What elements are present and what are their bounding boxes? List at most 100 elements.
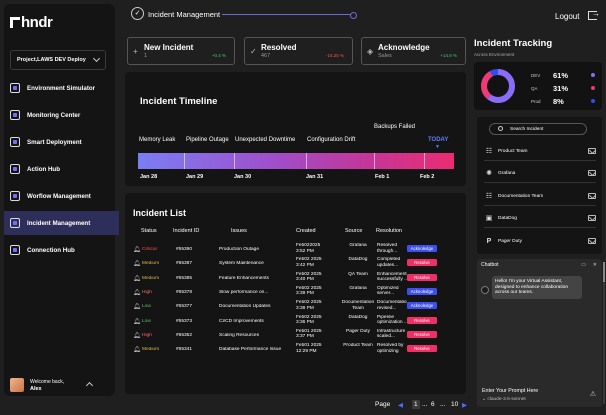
- timeline-date: Feb 2: [420, 174, 435, 180]
- sidebar-item-connection-hub[interactable]: Connection Hub: [4, 238, 119, 262]
- sidebar-item-environment-simulator[interactable]: Environment Simulator: [4, 76, 119, 100]
- priority-label: Low: [142, 304, 151, 310]
- minimize-icon[interactable]: ▭: [581, 262, 586, 268]
- datadog-icon: ▣: [485, 215, 493, 222]
- model-selector[interactable]: ⌄ claude-3.5-sonnet: [482, 397, 526, 402]
- incident-issue: Database Performance Issue: [219, 347, 282, 353]
- table-row[interactable]: 🔔︎ High #55378 Slow performance on... Feb02 …: [125, 286, 465, 300]
- legend-dot: [591, 73, 595, 77]
- column-header-source[interactable]: Source: [345, 228, 363, 234]
- send-icon[interactable]: ⚠: [589, 391, 596, 398]
- table-row[interactable]: 🔔︎ Critical #55390 Production Outage Feb0220…: [125, 243, 465, 257]
- team-item-pager-duty[interactable]: P Pager Duty: [484, 233, 596, 251]
- incident-source: Pager Duty: [346, 328, 370, 334]
- grafana-icon: ✺: [486, 170, 492, 177]
- stat-card-acknowledge[interactable]: ◈ Acknowledge Sales +14.8 %: [361, 37, 466, 65]
- column-header-created[interactable]: Created: [296, 228, 316, 234]
- logout-button[interactable]: Logout: [555, 12, 580, 21]
- check-icon: ✓: [250, 47, 257, 56]
- incident-id: #55352: [176, 332, 193, 338]
- resolve-button[interactable]: Resolve: [407, 345, 437, 353]
- timeline-tick: [306, 153, 307, 169]
- team-name: Documentation Team: [498, 194, 544, 199]
- stat-card-new-incident[interactable]: + New Incident 1 +0.4 %: [127, 37, 235, 65]
- incident-issue: CI/CD Improvements: [219, 318, 264, 324]
- acknowledge-button[interactable]: Acknoledge: [407, 302, 437, 310]
- sidebar-item-label: Incident Management: [27, 219, 91, 227]
- team-item-product-team[interactable]: ☷ Product Team: [484, 143, 596, 161]
- stat-card-resolved[interactable]: ✓ Resolved 467 -15.25 %: [244, 37, 353, 65]
- user-profile[interactable]: Welcome back, Alex: [10, 374, 102, 396]
- timeline-event: Configuration Drift: [307, 137, 356, 143]
- team-item-grafana[interactable]: ✺ Grafana: [484, 165, 596, 183]
- incident-source: Documentation Team: [341, 300, 375, 311]
- table-row[interactable]: 🔔︎ Medium #55385 Feature Enhancements Feb02 …: [125, 272, 465, 286]
- app-logo[interactable]: hndr: [10, 14, 53, 31]
- connection-icon: [10, 245, 20, 255]
- page-button[interactable]: 1: [414, 401, 418, 408]
- incident-resolution: Completed updates...: [377, 257, 401, 268]
- mail-icon[interactable]: [588, 215, 596, 221]
- prev-page-icon[interactable]: ◀: [398, 402, 403, 409]
- incident-source: Product Team: [343, 343, 373, 349]
- tracking-subtitle: Across Environment: [474, 52, 515, 57]
- column-header-status[interactable]: Status: [141, 228, 157, 234]
- team-item-documentation-team[interactable]: ☷ Documentation Team: [484, 188, 596, 206]
- incident-source: Grafana: [349, 285, 367, 291]
- incident-id: #55377: [176, 304, 193, 310]
- column-header-issues[interactable]: Issues: [231, 228, 247, 234]
- column-header-incident-id[interactable]: Incident ID: [173, 228, 200, 234]
- mail-icon[interactable]: [588, 170, 596, 176]
- card-title: New Incident: [144, 43, 194, 52]
- resolve-button[interactable]: Resolve: [407, 316, 437, 324]
- incident-created: Feb02 2025 3:42 PM: [296, 257, 322, 268]
- mail-icon[interactable]: [588, 148, 596, 154]
- sidebar-item-action-hub[interactable]: Action Hub: [4, 157, 119, 181]
- current-page-highlight: [412, 400, 420, 409]
- project-selector[interactable]: Project,LAWS DEV Deploy: [10, 50, 106, 70]
- column-header-resolution[interactable]: Resolution: [376, 228, 402, 234]
- page-ellipsis: ...: [440, 401, 446, 408]
- chat-scrollbar[interactable]: [603, 262, 605, 404]
- chatbot-title: Chatbot: [481, 262, 499, 268]
- incident-issue: Slow performance on...: [219, 289, 269, 295]
- next-page-icon[interactable]: ▶: [462, 402, 467, 409]
- sidebar-item-incident-management[interactable]: Incident Management: [4, 211, 119, 235]
- mail-icon[interactable]: [588, 193, 596, 199]
- incident-issue: Scaling Resources: [219, 332, 259, 338]
- incident-created: Feb02 2025 3:38 PM: [296, 300, 322, 311]
- resolve-button[interactable]: Resolve: [407, 330, 437, 338]
- page-button[interactable]: 6: [431, 401, 435, 408]
- mail-icon[interactable]: [588, 238, 596, 244]
- sim-icon: [10, 83, 20, 93]
- resolve-button[interactable]: Resolve: [407, 273, 437, 281]
- check-circle-icon: ✓: [131, 7, 144, 20]
- today-marker: TODAY: [428, 137, 449, 143]
- sidebar-item-workflow-management[interactable]: Worflow Management: [4, 184, 119, 208]
- incident-resolution: Optimized server...: [377, 285, 399, 297]
- incident-issue: Feature Enhancements: [219, 275, 269, 281]
- acknowledge-button[interactable]: Acknoledge: [407, 245, 437, 252]
- team-item-datadog[interactable]: ▣ DataDog: [484, 210, 596, 228]
- scrollbar-thumb[interactable]: [603, 262, 605, 282]
- table-row[interactable]: 🔔︎ Low #55377 Documentation Updates Feb02 20…: [125, 300, 465, 314]
- table-row[interactable]: 🔔︎ Low #55373 CI/CD Improvements Feb02 2025 …: [125, 315, 465, 329]
- acknowledge-button[interactable]: Acknoledge: [407, 287, 437, 295]
- incident-created: Feb01 2025 3:37 PM: [296, 328, 322, 340]
- chevron-up-icon[interactable]: [85, 381, 94, 390]
- page-button[interactable]: 10: [451, 401, 459, 408]
- today-arrow-icon: ▼: [435, 144, 440, 150]
- logout-icon[interactable]: [588, 9, 600, 20]
- close-icon[interactable]: ✕: [592, 262, 597, 268]
- sidebar-item-smart-deployment[interactable]: Smart Deployment: [4, 130, 119, 154]
- table-row[interactable]: 🔔︎ High #55352 Scaling Resources Feb01 2025 …: [125, 329, 465, 343]
- legend-dot: [591, 99, 595, 103]
- prompt-input[interactable]: Enter Your Prompt Here: [482, 388, 539, 394]
- sidebar-item-monitoring-center[interactable]: Monitoring Center: [4, 103, 119, 127]
- resolve-button[interactable]: Resolve: [407, 259, 437, 267]
- incident-resolution: Enhancements successfully ...: [377, 271, 407, 283]
- table-row[interactable]: 🔔︎ Medium #55387 System Maintenance Feb02 20…: [125, 257, 465, 271]
- chevron-down-icon: [92, 54, 101, 63]
- table-row[interactable]: 🔔︎ Medium #55341 Database Performance Issue…: [125, 343, 465, 357]
- search-input[interactable]: Search Incident: [489, 123, 587, 135]
